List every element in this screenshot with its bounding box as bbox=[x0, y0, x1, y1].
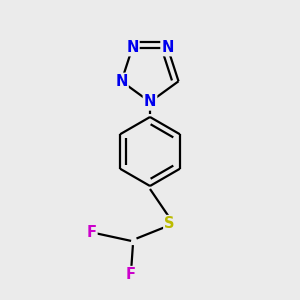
Text: F: F bbox=[125, 267, 136, 282]
Text: N: N bbox=[161, 40, 174, 55]
Text: S: S bbox=[164, 216, 175, 231]
Text: F: F bbox=[86, 225, 97, 240]
Text: N: N bbox=[126, 40, 139, 55]
Text: N: N bbox=[115, 74, 128, 89]
Text: N: N bbox=[144, 94, 156, 110]
